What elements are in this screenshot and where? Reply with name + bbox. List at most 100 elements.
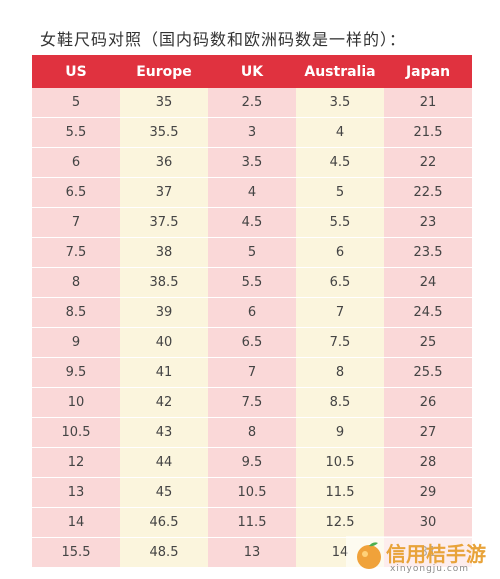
table-cell: 7 bbox=[32, 208, 120, 238]
table-row: 10.5 43 8 9 27 bbox=[32, 418, 472, 448]
orange-logo-icon bbox=[357, 542, 381, 569]
table-row: 13 45 10.5 11.5 29 bbox=[32, 478, 472, 508]
table-cell: 11.5 bbox=[296, 478, 384, 508]
table-row: 7.5 38 5 6 23.5 bbox=[32, 238, 472, 268]
table-cell: 8 bbox=[32, 268, 120, 298]
watermark: 信用桔手游 xinyongju.com bbox=[346, 536, 500, 579]
page-title: 女鞋尺码对照（国内码数和欧洲码数是一样的）： bbox=[40, 30, 407, 49]
table-cell: 5.5 bbox=[32, 118, 120, 148]
table-cell: 8 bbox=[208, 418, 296, 448]
table-cell: 4.5 bbox=[208, 208, 296, 238]
table-cell: 6.5 bbox=[296, 268, 384, 298]
table-cell: 27 bbox=[384, 418, 472, 448]
table-cell: 9 bbox=[296, 418, 384, 448]
table-cell: 7 bbox=[208, 358, 296, 388]
table-cell: 25 bbox=[384, 328, 472, 358]
table-cell: 10 bbox=[32, 388, 120, 418]
table-row: 9.5 41 7 8 25.5 bbox=[32, 358, 472, 388]
table-cell: 21 bbox=[384, 88, 472, 118]
table-cell: 26 bbox=[384, 388, 472, 418]
column-header: Europe bbox=[136, 63, 192, 80]
column-header: Japan bbox=[405, 63, 451, 80]
table-cell: 23 bbox=[384, 208, 472, 238]
table-cell: 3.5 bbox=[296, 88, 384, 118]
table-cell: 42 bbox=[120, 388, 208, 418]
table-cell: 41 bbox=[120, 358, 208, 388]
watermark-brand: 信用桔手游 bbox=[386, 542, 486, 566]
table-cell: 24 bbox=[384, 268, 472, 298]
watermark-url: xinyongju.com bbox=[390, 564, 470, 574]
table-row: 6.5 37 4 5 22.5 bbox=[32, 178, 472, 208]
column-header: US bbox=[65, 63, 87, 80]
table-cell: 4 bbox=[208, 178, 296, 208]
table-cell: 12.5 bbox=[296, 508, 384, 538]
table-cell: 7.5 bbox=[296, 328, 384, 358]
table-cell: 6 bbox=[208, 298, 296, 328]
table-cell: 10.5 bbox=[208, 478, 296, 508]
table-row: 12 44 9.5 10.5 28 bbox=[32, 448, 472, 478]
table-cell: 40 bbox=[120, 328, 208, 358]
table-row: 5 35 2.5 3.5 21 bbox=[32, 88, 472, 118]
table-row: 8 38.5 5.5 6.5 24 bbox=[32, 268, 472, 298]
table-cell: 3.5 bbox=[208, 148, 296, 178]
table-cell: 5.5 bbox=[208, 268, 296, 298]
table-cell: 23.5 bbox=[384, 238, 472, 268]
table-row: 9 40 6.5 7.5 25 bbox=[32, 328, 472, 358]
table-cell: 37.5 bbox=[120, 208, 208, 238]
table-cell: 15.5 bbox=[32, 538, 120, 568]
table-cell: 24.5 bbox=[384, 298, 472, 328]
table-cell: 9.5 bbox=[208, 448, 296, 478]
table-cell: 8.5 bbox=[32, 298, 120, 328]
table-cell: 6.5 bbox=[32, 178, 120, 208]
table-cell: 5 bbox=[296, 178, 384, 208]
table-cell: 8 bbox=[296, 358, 384, 388]
table-cell: 28 bbox=[384, 448, 472, 478]
table-row: 5.5 35.5 3 4 21.5 bbox=[32, 118, 472, 148]
table-row: 14 46.5 11.5 12.5 30 bbox=[32, 508, 472, 538]
table-cell: 37 bbox=[120, 178, 208, 208]
table-cell: 2.5 bbox=[208, 88, 296, 118]
column-header: UK bbox=[240, 63, 264, 80]
table-cell: 11.5 bbox=[208, 508, 296, 538]
table-cell: 5 bbox=[32, 88, 120, 118]
table-cell: 9.5 bbox=[32, 358, 120, 388]
table-cell: 9 bbox=[32, 328, 120, 358]
table-cell: 6 bbox=[32, 148, 120, 178]
table-row: 10 42 7.5 8.5 26 bbox=[32, 388, 472, 418]
table-row: 7 37.5 4.5 5.5 23 bbox=[32, 208, 472, 238]
table-cell: 13 bbox=[32, 478, 120, 508]
table-cell: 44 bbox=[120, 448, 208, 478]
table-cell: 38.5 bbox=[120, 268, 208, 298]
table-cell: 3 bbox=[208, 118, 296, 148]
table-cell: 46.5 bbox=[120, 508, 208, 538]
table-cell: 39 bbox=[120, 298, 208, 328]
table-cell: 8.5 bbox=[296, 388, 384, 418]
table-cell: 6 bbox=[296, 238, 384, 268]
table-cell: 35.5 bbox=[120, 118, 208, 148]
table-cell: 21.5 bbox=[384, 118, 472, 148]
column-header: Australia bbox=[304, 63, 376, 80]
size-table: US Europe UK Australia Japan 5 35 2.5 3.5 21 5.5 3… bbox=[32, 55, 472, 568]
table-cell: 30 bbox=[384, 508, 472, 538]
table-cell: 7.5 bbox=[208, 388, 296, 418]
table-cell: 10.5 bbox=[32, 418, 120, 448]
table-cell: 36 bbox=[120, 148, 208, 178]
table-row: 6 36 3.5 4.5 22 bbox=[32, 148, 472, 178]
table-cell: 10.5 bbox=[296, 448, 384, 478]
table-cell: 7 bbox=[296, 298, 384, 328]
table-cell: 4 bbox=[296, 118, 384, 148]
table-cell: 6.5 bbox=[208, 328, 296, 358]
table-cell: 5 bbox=[208, 238, 296, 268]
table-header: US Europe UK Australia Japan bbox=[32, 55, 472, 88]
table-cell: 13 bbox=[208, 538, 296, 568]
table-cell: 48.5 bbox=[120, 538, 208, 568]
table-cell: 25.5 bbox=[384, 358, 472, 388]
table-cell: 29 bbox=[384, 478, 472, 508]
table-cell: 14 bbox=[32, 508, 120, 538]
table-cell: 7.5 bbox=[32, 238, 120, 268]
table-cell: 12 bbox=[32, 448, 120, 478]
table-cell: 22.5 bbox=[384, 178, 472, 208]
table-cell: 43 bbox=[120, 418, 208, 448]
table-cell: 4.5 bbox=[296, 148, 384, 178]
table-cell: 5.5 bbox=[296, 208, 384, 238]
